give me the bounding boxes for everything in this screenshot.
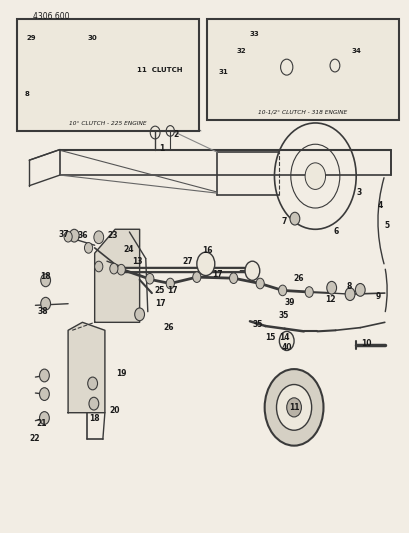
Text: 6: 6 <box>333 228 337 237</box>
Text: 32: 32 <box>236 48 246 54</box>
Text: 16: 16 <box>201 246 212 255</box>
Text: 27: 27 <box>182 257 193 265</box>
Text: 13: 13 <box>132 257 142 265</box>
Text: 11: 11 <box>289 403 299 412</box>
Circle shape <box>64 231 72 242</box>
Text: 2: 2 <box>173 130 179 139</box>
Circle shape <box>40 274 50 287</box>
Text: 25: 25 <box>155 286 165 295</box>
Circle shape <box>304 163 325 189</box>
Text: 4306 600: 4306 600 <box>33 12 70 21</box>
Text: 40: 40 <box>281 343 291 352</box>
Text: 10: 10 <box>360 339 371 348</box>
Circle shape <box>84 243 92 253</box>
Text: 9: 9 <box>374 292 380 301</box>
Text: 20: 20 <box>109 406 119 415</box>
Circle shape <box>94 261 103 272</box>
Circle shape <box>286 398 301 417</box>
Circle shape <box>145 273 153 284</box>
Text: 23: 23 <box>108 231 118 240</box>
Text: 18: 18 <box>89 414 100 423</box>
Circle shape <box>110 263 118 274</box>
Text: 30: 30 <box>88 35 97 41</box>
Text: 12: 12 <box>325 295 335 304</box>
Circle shape <box>278 285 286 296</box>
Text: 26: 26 <box>162 323 173 332</box>
Text: 3: 3 <box>356 188 361 197</box>
Text: 38: 38 <box>37 307 47 316</box>
Text: 35: 35 <box>252 320 263 329</box>
Circle shape <box>256 278 264 289</box>
Circle shape <box>69 229 79 242</box>
Text: 18: 18 <box>40 272 51 281</box>
Circle shape <box>39 411 49 424</box>
Circle shape <box>344 288 354 301</box>
Circle shape <box>304 287 312 297</box>
Text: 15: 15 <box>265 333 275 342</box>
Circle shape <box>40 297 50 310</box>
Circle shape <box>264 369 323 446</box>
Circle shape <box>117 264 125 275</box>
Circle shape <box>89 397 99 410</box>
Bar <box>207 19 398 120</box>
Circle shape <box>326 281 336 294</box>
Text: 24: 24 <box>123 245 133 254</box>
Text: 33: 33 <box>249 31 258 37</box>
Circle shape <box>196 252 214 276</box>
Circle shape <box>355 284 364 296</box>
Text: 31: 31 <box>218 69 228 76</box>
Circle shape <box>289 212 299 225</box>
Text: 17: 17 <box>211 270 222 279</box>
Text: 39: 39 <box>284 298 294 307</box>
Polygon shape <box>94 229 139 322</box>
Text: 14: 14 <box>279 333 289 342</box>
Text: 10-1/2° CLUTCH - 318 ENGINE: 10-1/2° CLUTCH - 318 ENGINE <box>258 110 347 115</box>
Text: 19: 19 <box>116 369 126 378</box>
Text: 34: 34 <box>351 48 360 54</box>
Circle shape <box>39 369 49 382</box>
Circle shape <box>166 278 174 289</box>
Circle shape <box>229 273 237 284</box>
Text: 36: 36 <box>78 231 88 240</box>
Text: 1: 1 <box>159 144 164 153</box>
Circle shape <box>135 308 144 321</box>
Text: 8: 8 <box>25 91 29 96</box>
Text: 17: 17 <box>166 286 177 295</box>
Text: 21: 21 <box>36 419 47 428</box>
Circle shape <box>245 261 259 280</box>
Circle shape <box>192 272 200 282</box>
Bar <box>17 19 198 131</box>
Text: 11  CLUTCH: 11 CLUTCH <box>137 67 182 73</box>
Circle shape <box>276 384 311 430</box>
Text: 29: 29 <box>27 35 36 41</box>
Circle shape <box>279 332 293 351</box>
Circle shape <box>39 387 49 400</box>
Circle shape <box>88 377 97 390</box>
Text: 4: 4 <box>377 201 382 210</box>
Text: 7: 7 <box>281 217 286 226</box>
Text: 22: 22 <box>29 434 40 443</box>
Text: 17: 17 <box>154 299 165 308</box>
Polygon shape <box>68 322 105 413</box>
Text: 37: 37 <box>58 230 69 239</box>
Circle shape <box>94 231 103 244</box>
Text: 35: 35 <box>278 311 288 320</box>
Text: 8: 8 <box>346 282 351 291</box>
Text: 5: 5 <box>383 221 389 230</box>
Text: 10° CLUTCH - 225 ENGINE: 10° CLUTCH - 225 ENGINE <box>69 120 146 126</box>
Text: 26: 26 <box>293 273 303 282</box>
